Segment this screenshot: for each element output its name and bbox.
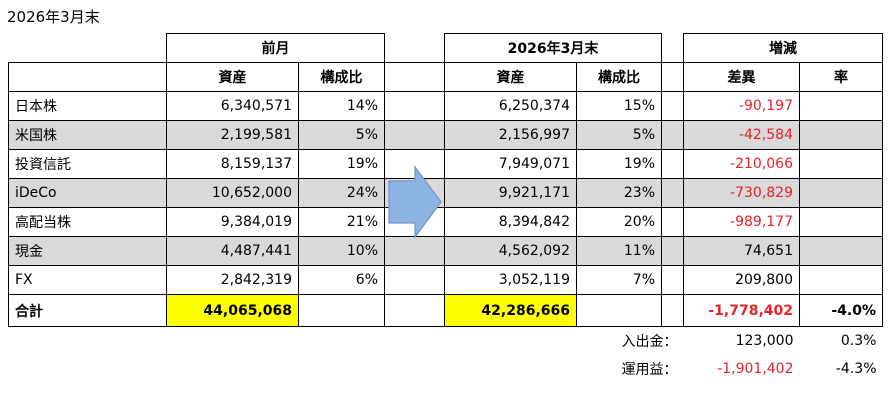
row-label: 高配当株 (8, 207, 167, 237)
asset-summary-table: 前月 2026年3月末 増減 資産 構成比 資産 構成比 差異 率 日本株 6,… (8, 33, 883, 383)
prev-ratio: 5% (298, 120, 385, 150)
footer-label: 運用益： (621, 361, 678, 378)
table-row: 米国株 2,199,581 5% 2,156,997 5% -42,584 (8, 120, 883, 150)
prev-asset: 8,159,137 (166, 149, 299, 179)
row-label: 投資信託 (8, 149, 167, 179)
group-header-row: 前月 2026年3月末 増減 (9, 33, 883, 63)
prev-ratio: 6% (298, 265, 385, 295)
diff-value: -210,066 (683, 149, 800, 179)
col-header-curr-ratio: 構成比 (576, 62, 662, 92)
prev-ratio: 24% (298, 178, 385, 208)
footer-rate: -4.3% (835, 360, 877, 377)
total-label: 合計 (8, 294, 167, 327)
total-prev-asset: 44,065,068 (166, 294, 299, 327)
row-label: iDeCo (8, 178, 167, 208)
curr-ratio: 5% (576, 120, 662, 150)
total-row: 合計 44,065,068 42,286,666 -1,778,402 -4.0… (8, 294, 883, 327)
curr-ratio: 19% (576, 149, 662, 179)
rate-value (799, 207, 883, 237)
diff-value: -42,584 (683, 120, 800, 150)
footer-row-returns: 運用益： -1,901,402 -4.3% (9, 355, 883, 383)
table-row: iDeCo 10,652,000 24% 9,921,171 23% -730,… (8, 178, 883, 208)
footer-rate: 0.3% (840, 332, 877, 349)
prev-ratio: 21% (298, 207, 385, 237)
diff-value: 209,800 (683, 265, 800, 295)
prev-asset: 4,487,441 (166, 236, 299, 266)
col-header-prev-ratio: 構成比 (298, 62, 385, 92)
table-row: 投資信託 8,159,137 19% 7,949,071 19% -210,06… (8, 149, 883, 179)
curr-ratio: 20% (576, 207, 662, 237)
prev-ratio: 19% (298, 149, 385, 179)
footer-label: 入出金： (621, 333, 678, 350)
curr-asset: 9,921,171 (444, 178, 577, 208)
col-header-curr-asset: 資産 (444, 62, 577, 92)
diff-value: -989,177 (683, 207, 800, 237)
col-header-rate: 率 (799, 62, 883, 92)
curr-ratio: 15% (576, 91, 662, 121)
curr-asset: 4,562,092 (444, 236, 577, 266)
total-diff: -1,778,402 (683, 294, 800, 327)
curr-asset: 2,156,997 (444, 120, 577, 150)
table-row: 日本株 6,340,571 14% 6,250,374 15% -90,197 (8, 91, 883, 121)
footer-value: -1,901,402 (717, 360, 794, 377)
footer-value: 123,000 (735, 332, 794, 349)
footer-row-deposits: 入出金： 123,000 0.3% (9, 327, 883, 355)
curr-ratio: 7% (576, 265, 662, 295)
table-row: FX 2,842,319 6% 3,052,119 7% 209,800 (8, 265, 883, 295)
rate-value (799, 178, 883, 208)
prev-ratio: 14% (298, 91, 385, 121)
rate-value (799, 149, 883, 179)
prev-asset: 9,384,019 (166, 207, 299, 237)
prev-asset: 2,842,319 (166, 265, 299, 295)
curr-ratio: 11% (576, 236, 662, 266)
group-header-prev: 前月 (166, 33, 385, 63)
col-header-diff: 差異 (683, 62, 800, 92)
row-label: 現金 (8, 236, 167, 266)
curr-ratio: 23% (576, 178, 662, 208)
rate-value (799, 120, 883, 150)
total-rate: -4.0% (799, 294, 883, 327)
group-header-change: 増減 (683, 33, 883, 63)
curr-asset: 8,394,842 (444, 207, 577, 237)
rate-value (799, 265, 883, 295)
diff-value: -90,197 (683, 91, 800, 121)
rate-value (799, 236, 883, 266)
page-caption: 2026年3月末 (7, 8, 100, 26)
prev-asset: 2,199,581 (166, 120, 299, 150)
prev-asset: 6,340,571 (166, 91, 299, 121)
row-label: 日本株 (8, 91, 167, 121)
total-curr-asset: 42,286,666 (444, 294, 577, 327)
diff-value: 74,651 (683, 236, 800, 266)
prev-ratio: 10% (298, 236, 385, 266)
curr-asset: 6,250,374 (444, 91, 577, 121)
right-arrow-icon (388, 165, 442, 239)
table-row: 現金 4,487,441 10% 4,562,092 11% 74,651 (8, 236, 883, 266)
diff-value: -730,829 (683, 178, 800, 208)
row-label: 米国株 (8, 120, 167, 150)
rate-value (799, 91, 883, 121)
row-label: FX (8, 265, 167, 295)
table-row: 高配当株 9,384,019 21% 8,394,842 20% -989,17… (8, 207, 883, 237)
prev-asset: 10,652,000 (166, 178, 299, 208)
curr-asset: 7,949,071 (444, 149, 577, 179)
col-header-prev-asset: 資産 (166, 62, 299, 92)
column-header-row: 資産 構成比 資産 構成比 差異 率 (8, 62, 883, 92)
curr-asset: 3,052,119 (444, 265, 577, 295)
group-header-current: 2026年3月末 (444, 33, 662, 63)
